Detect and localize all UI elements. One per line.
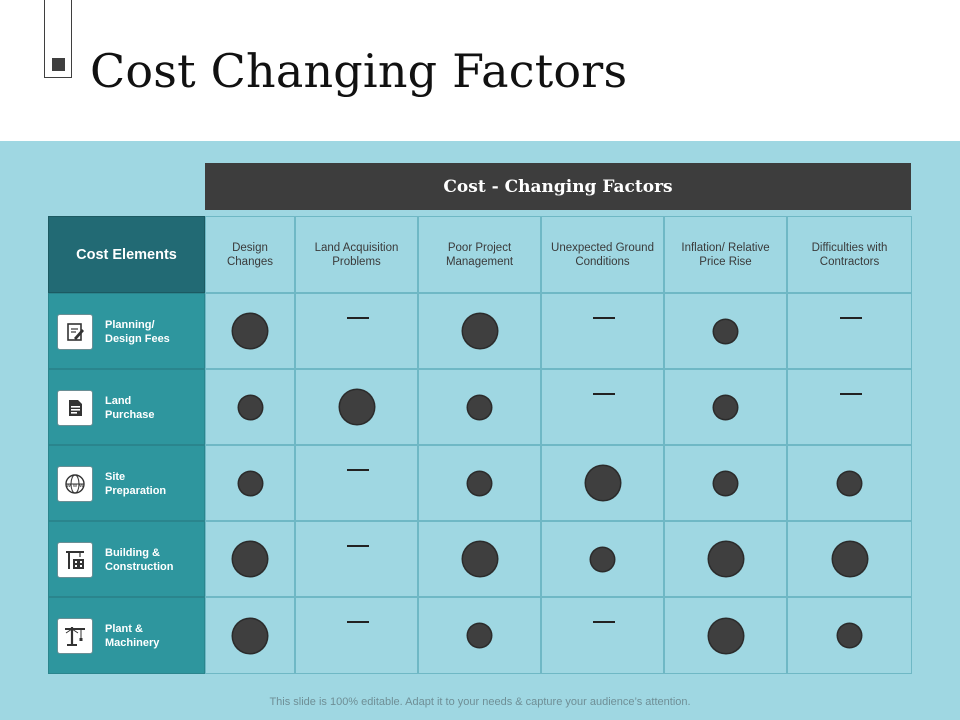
impact-cell	[295, 445, 418, 521]
impact-cell	[418, 293, 541, 369]
impact-cell	[787, 293, 912, 369]
cost-element-label: Building & Construction	[105, 547, 174, 573]
impact-cell	[664, 369, 787, 445]
bookmark-decoration-icon	[44, 0, 72, 78]
low-impact-dot	[838, 471, 861, 495]
cost-element-label: Land Purchase	[105, 395, 155, 421]
impact-cell	[418, 369, 541, 445]
high-impact-dot	[339, 390, 374, 424]
no-impact-dash	[346, 317, 369, 319]
impact-cell	[205, 597, 295, 674]
cost-element-label: Site Preparation	[105, 471, 167, 497]
impact-cell	[295, 369, 418, 445]
impact-cell	[541, 369, 664, 445]
impact-cell	[418, 445, 541, 521]
cost-element-row-header: Land Purchase	[48, 369, 205, 445]
impact-cell	[205, 445, 295, 521]
crane-building-icon	[57, 542, 93, 578]
impact-cell	[205, 521, 295, 597]
footer-note: This slide is 100% editable. Adapt it to…	[269, 696, 691, 708]
svg-text:w w w: w w w	[67, 483, 84, 489]
column-header: Poor Project Management	[418, 216, 541, 293]
impact-cell	[787, 521, 912, 597]
no-impact-dash	[592, 317, 615, 319]
cost-element-row-header: Building & Construction	[48, 521, 205, 597]
no-impact-dash	[346, 469, 369, 471]
no-impact-dash	[346, 621, 369, 623]
document-pencil-icon	[57, 314, 93, 350]
low-impact-dot	[238, 471, 262, 495]
column-header: Design Changes	[205, 216, 295, 293]
high-impact-dot	[462, 542, 497, 576]
impact-cell	[664, 521, 787, 597]
cost-element-label: Planning/ Design Fees	[105, 319, 170, 345]
tower-crane-icon	[57, 618, 93, 654]
impact-cell	[205, 293, 295, 369]
impact-cell	[787, 597, 912, 674]
impact-cell	[205, 369, 295, 445]
impact-cell	[541, 521, 664, 597]
high-impact-dot	[233, 618, 267, 653]
impact-cell	[295, 597, 418, 674]
impact-cell	[295, 293, 418, 369]
purchase-document-icon	[57, 390, 93, 426]
cost-factors-table: Cost Elements Design Changes Land Acquisit…	[48, 216, 912, 674]
low-impact-dot	[468, 624, 491, 647]
high-impact-dot	[462, 314, 497, 348]
impact-cell	[664, 293, 787, 369]
high-impact-dot	[832, 542, 867, 576]
table-header-bar: Cost - Changing Factors	[205, 163, 911, 210]
title-area: Cost Changing Factors	[0, 0, 960, 141]
cost-element-row-header: Plant & Machinery	[48, 597, 205, 674]
high-impact-dot	[708, 542, 743, 576]
impact-cell	[664, 445, 787, 521]
cost-element-label: Plant & Machinery	[105, 623, 160, 649]
impact-cell	[418, 521, 541, 597]
no-impact-dash	[346, 545, 369, 547]
high-impact-dot	[233, 542, 267, 576]
column-header: Inflation/ Relative Price Rise	[664, 216, 787, 293]
cost-elements-header: Cost Elements	[48, 216, 205, 293]
table-header-title: Cost - Changing Factors	[443, 176, 673, 197]
low-impact-dot	[238, 395, 262, 419]
impact-cell	[664, 597, 787, 674]
low-impact-dot	[838, 624, 861, 647]
impact-cell	[541, 293, 664, 369]
low-impact-dot	[468, 395, 491, 419]
page-title: Cost Changing Factors	[90, 44, 628, 98]
cost-element-row-header: Planning/ Design Fees	[48, 293, 205, 369]
impact-cell	[541, 445, 664, 521]
low-impact-dot	[714, 319, 737, 343]
column-header: Unexpected Ground Conditions	[541, 216, 664, 293]
impact-cell	[295, 521, 418, 597]
column-header: Land Acquisition Problems	[295, 216, 418, 293]
column-header: Difficulties with Contractors	[787, 216, 912, 293]
no-impact-dash	[839, 393, 862, 395]
low-impact-dot	[468, 471, 491, 495]
no-impact-dash	[592, 393, 615, 395]
cost-element-row-header: w w w Site Preparation	[48, 445, 205, 521]
low-impact-dot	[714, 395, 737, 419]
impact-cell	[787, 445, 912, 521]
no-impact-dash	[592, 621, 615, 623]
high-impact-dot	[708, 618, 743, 653]
low-impact-dot	[591, 547, 614, 571]
impact-cell	[418, 597, 541, 674]
high-impact-dot	[585, 466, 620, 500]
low-impact-dot	[714, 471, 737, 495]
impact-cell	[541, 597, 664, 674]
globe-www-icon: w w w	[57, 466, 93, 502]
no-impact-dash	[839, 317, 862, 319]
high-impact-dot	[233, 314, 267, 348]
impact-cell	[787, 369, 912, 445]
